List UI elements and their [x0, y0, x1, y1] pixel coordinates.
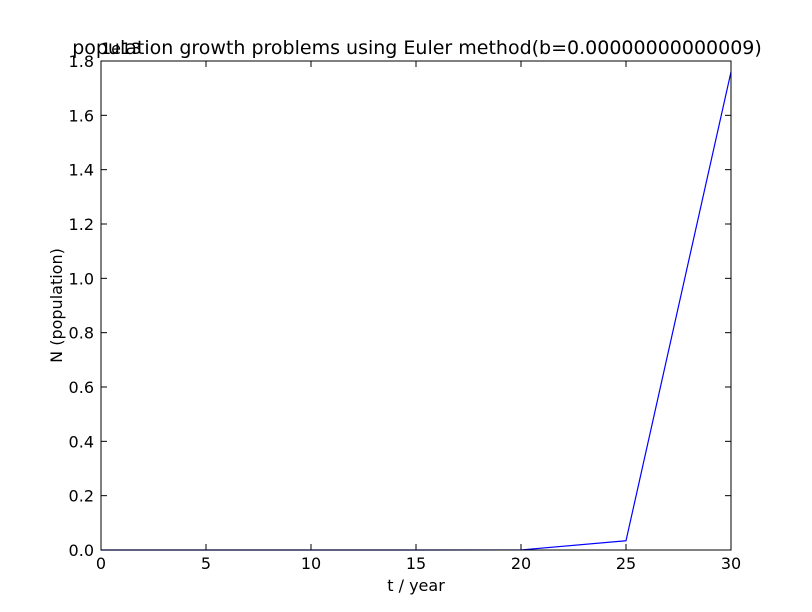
x-tick-label: 25 [616, 554, 636, 573]
y-tick-label: 0.4 [69, 432, 94, 451]
y-tick-label: 0.6 [69, 378, 94, 397]
x-tick-label: 30 [721, 554, 741, 573]
y-axis-label: N (population) [47, 248, 66, 363]
plot-frame [100, 60, 732, 551]
x-tick-label: 5 [201, 554, 211, 573]
y-tick-label: 0.0 [69, 541, 94, 560]
x-tick-label: 10 [301, 554, 321, 573]
y-tick-label: 1.4 [69, 161, 94, 180]
y-tick-label: 1.2 [69, 215, 94, 234]
y-tick-label: 1.0 [69, 269, 94, 288]
x-axis-label: t / year [387, 576, 445, 595]
y-tick-label: 0.8 [69, 324, 94, 343]
y-tick-label: 0.2 [69, 487, 94, 506]
y-axis-offset-label: 1e13 [101, 39, 141, 58]
chart-title: population growth problems using Euler m… [72, 37, 762, 59]
y-tick-label: 1.6 [69, 106, 94, 125]
x-tick-label: 15 [406, 554, 426, 573]
y-tick-label: 1.8 [69, 52, 94, 71]
x-tick-label: 0 [96, 554, 106, 573]
x-tick-label: 20 [511, 554, 531, 573]
ticks-layer: 0 5 10 15 20 25 30 0.0 0.2 0.4 0.6 0.8 1.0 1.2 1.4 1.6 1… [69, 52, 742, 573]
